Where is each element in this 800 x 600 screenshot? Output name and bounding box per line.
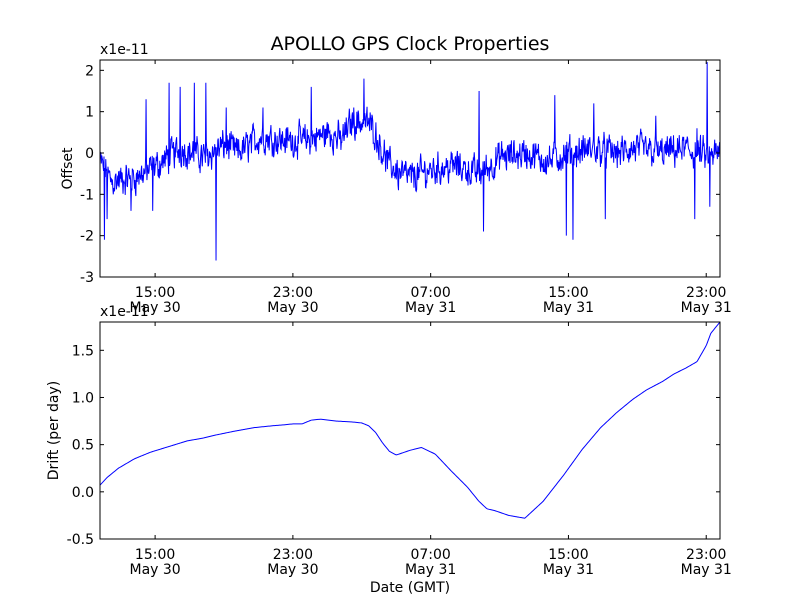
y-tick-label: -0.5 <box>67 532 94 548</box>
y-tick-label: -2 <box>80 229 94 245</box>
x-tick-date: May 30 <box>130 562 181 578</box>
x-tick-date: May 31 <box>681 300 732 316</box>
y-tick-label: 0.0 <box>72 485 94 501</box>
x-tick-time: 15:00 <box>548 547 588 563</box>
x-tick-time: 07:00 <box>410 285 450 301</box>
offset-text: x1e-11 <box>100 42 149 58</box>
x-tick-date: May 31 <box>543 562 594 578</box>
x-tick-time: 15:00 <box>135 285 175 301</box>
x-tick-date: May 31 <box>405 300 456 316</box>
x-tick-date: May 30 <box>267 562 318 578</box>
y-tick-label: 0 <box>85 146 94 162</box>
x-tick-date: May 31 <box>405 562 456 578</box>
y-tick-label: 1 <box>85 105 94 121</box>
y-tick-label: -3 <box>80 270 94 286</box>
y-tick-label: 0.5 <box>72 438 94 454</box>
x-tick-time: 23:00 <box>273 285 313 301</box>
x-tick-time: 23:00 <box>686 547 726 563</box>
offset-text: x1e-11 <box>100 304 149 320</box>
y-tick-label: 2 <box>85 63 94 79</box>
y-axis-label: Offset <box>60 147 76 190</box>
x-tick-time: 23:00 <box>686 285 726 301</box>
series-line-drift <box>100 322 720 519</box>
x-axis-label: Date (GMT) <box>370 580 450 596</box>
y-tick-label: -1 <box>80 187 94 203</box>
series-line-offset <box>100 62 720 261</box>
x-tick-time: 15:00 <box>548 285 588 301</box>
x-tick-date: May 30 <box>130 300 181 316</box>
x-tick-date: May 31 <box>543 300 594 316</box>
y-axis-label: Drift (per day) <box>46 381 62 480</box>
plot-frame <box>99 321 721 540</box>
plot-frame <box>99 59 721 278</box>
x-tick-time: 07:00 <box>410 547 450 563</box>
y-tick-label: 1.5 <box>72 343 94 359</box>
chart-title: APOLLO GPS Clock Properties <box>271 33 550 55</box>
x-tick-time: 15:00 <box>135 547 175 563</box>
x-tick-time: 23:00 <box>273 547 313 563</box>
y-tick-label: 1.0 <box>72 390 94 406</box>
x-tick-date: May 31 <box>681 562 732 578</box>
x-tick-date: May 30 <box>267 300 318 316</box>
